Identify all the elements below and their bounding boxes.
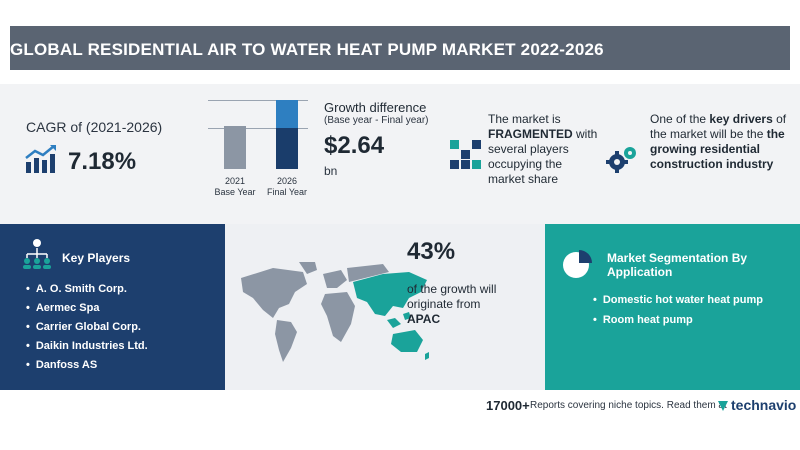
- network-people-icon: [23, 239, 51, 269]
- bar-caption: Final Year: [266, 187, 308, 197]
- world-map-icon: [241, 262, 429, 362]
- region-caption: of the growth will originate from: [407, 282, 497, 311]
- logo-mark-icon: [718, 401, 728, 411]
- list-item: Danfoss AS: [26, 356, 148, 375]
- bar-guide-line: [208, 128, 308, 129]
- list-item: A. O. Smith Corp.: [26, 280, 148, 299]
- page-title: GLOBAL RESIDENTIAL AIR TO WATER HEAT PUM…: [10, 40, 604, 59]
- segmentation-title: Market Segmentation By Application: [607, 251, 748, 279]
- gears-icon: [606, 147, 636, 173]
- fragmented-keyword: FRAGMENTED: [488, 127, 573, 141]
- key-players-list: A. O. Smith Corp. Aermec Spa Carrier Glo…: [26, 280, 148, 375]
- growth-unit: bn: [324, 164, 338, 178]
- fragmented-line2: with several players occupying the marke…: [488, 127, 598, 186]
- title-banner: GLOBAL RESIDENTIAL AIR TO WATER HEAT PUM…: [0, 0, 800, 84]
- pie-chart-icon: [563, 250, 592, 278]
- list-item: Domestic hot water heat pump: [593, 290, 763, 310]
- cagr-value: 7.18%: [68, 148, 137, 175]
- drivers-driver: the growing residential construction ind…: [650, 127, 785, 171]
- list-item: Aermec Spa: [26, 299, 148, 318]
- region-text: of the growth will originate from APAC: [407, 282, 527, 327]
- bar-year: 2026: [276, 176, 298, 186]
- key-players-panel: Key Players A. O. Smith Corp. Aermec Spa…: [0, 224, 225, 390]
- cagr-label: CAGR of (2021-2026): [26, 119, 163, 135]
- bar-year: 2021: [224, 176, 246, 186]
- growth-subtitle: (Base year - Final year): [324, 115, 429, 126]
- region-panel: 43% of the growth will originate from AP…: [225, 224, 545, 390]
- brand-logo-text: technavio: [731, 397, 797, 413]
- segmentation-panel: Market Segmentation By Application Domes…: [545, 224, 800, 390]
- title-bar: [10, 26, 790, 70]
- bar-guide-line: [208, 100, 308, 101]
- growth-title: Growth difference: [324, 100, 427, 115]
- growth-chart-icon: [25, 145, 56, 173]
- growth-value: $2.64: [324, 132, 385, 159]
- list-item: Carrier Global Corp.: [26, 318, 148, 337]
- bar-label-2026: 2026 Final Year: [257, 176, 317, 198]
- drivers-text: One of the key drivers of the market wil…: [650, 112, 792, 172]
- brand-logo[interactable]: technavio: [718, 397, 796, 413]
- key-players-title: Key Players: [62, 251, 131, 265]
- fragmented-text: The market is FRAGMENTED with several pl…: [488, 112, 600, 187]
- drivers-middle: of the market will be the: [650, 112, 787, 141]
- growth-bars: 2021 Base Year 2026 Final Year: [200, 94, 320, 209]
- bar-caption: Base Year: [214, 187, 256, 197]
- segmentation-list: Domestic hot water heat pump Room heat p…: [593, 290, 763, 330]
- footer-text[interactable]: Reports covering niche topics. Read them…: [530, 400, 727, 411]
- drivers-prefix: One of the: [650, 112, 707, 126]
- list-item: Room heat pump: [593, 310, 763, 330]
- fragmented-line1: The market is: [488, 112, 561, 126]
- drivers-keyword: key drivers: [709, 112, 773, 126]
- bar-growth-segment: [276, 100, 298, 128]
- stats-row: CAGR of (2021-2026) 7.18% 2021 Base Year…: [0, 84, 800, 224]
- report-count: 17000+: [486, 398, 530, 413]
- region-percent: 43%: [407, 238, 456, 265]
- blocks-icon: [450, 140, 481, 169]
- footer: 17000+ Reports covering niche topics. Re…: [0, 390, 800, 450]
- bar-final-year: [276, 128, 298, 169]
- bar-base-year: [224, 126, 246, 169]
- bar-label-2021: 2021 Base Year: [205, 176, 265, 198]
- list-item: Daikin Industries Ltd.: [26, 337, 148, 356]
- region-name: APAC: [407, 312, 441, 326]
